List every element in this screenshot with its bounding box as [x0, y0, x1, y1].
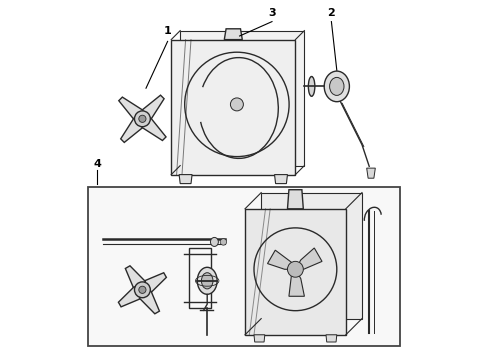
Circle shape: [134, 282, 150, 298]
Polygon shape: [121, 118, 143, 143]
Polygon shape: [119, 97, 143, 120]
Circle shape: [288, 261, 303, 277]
Circle shape: [230, 98, 244, 111]
Polygon shape: [268, 250, 301, 269]
Polygon shape: [326, 335, 337, 342]
Ellipse shape: [210, 238, 219, 247]
Polygon shape: [288, 190, 303, 209]
Ellipse shape: [197, 267, 217, 294]
Ellipse shape: [324, 71, 349, 102]
Polygon shape: [293, 248, 322, 274]
Polygon shape: [274, 175, 288, 184]
Polygon shape: [254, 335, 265, 342]
Bar: [88, 187, 400, 346]
Ellipse shape: [330, 77, 344, 95]
Polygon shape: [261, 193, 362, 319]
Ellipse shape: [308, 77, 315, 96]
Polygon shape: [171, 40, 295, 175]
Polygon shape: [224, 29, 242, 40]
Polygon shape: [125, 266, 146, 289]
Polygon shape: [139, 291, 159, 314]
Circle shape: [220, 239, 227, 245]
Text: 1: 1: [164, 26, 171, 36]
Polygon shape: [142, 95, 164, 120]
Circle shape: [139, 115, 146, 122]
Ellipse shape: [201, 273, 213, 289]
Polygon shape: [367, 168, 375, 178]
Polygon shape: [142, 118, 166, 140]
Circle shape: [134, 111, 150, 127]
Polygon shape: [245, 209, 346, 335]
Polygon shape: [179, 175, 192, 184]
Polygon shape: [289, 265, 304, 296]
Circle shape: [139, 286, 146, 293]
Text: 3: 3: [268, 8, 276, 18]
Polygon shape: [144, 273, 167, 293]
Polygon shape: [119, 287, 141, 307]
Text: 4: 4: [94, 159, 101, 169]
Polygon shape: [180, 31, 304, 166]
Text: 2: 2: [327, 8, 335, 18]
Bar: [189, 248, 211, 308]
